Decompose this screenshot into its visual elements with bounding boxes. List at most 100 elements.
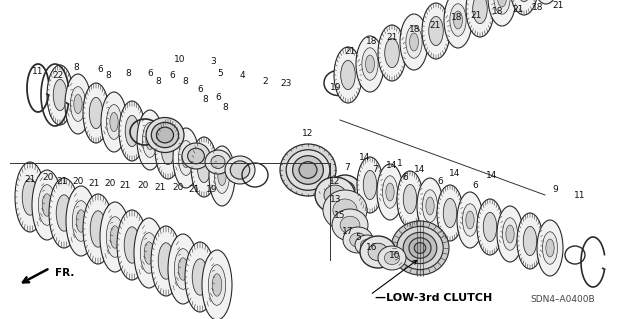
Ellipse shape	[546, 239, 554, 257]
Ellipse shape	[158, 243, 174, 279]
Ellipse shape	[383, 176, 397, 208]
Ellipse shape	[329, 175, 361, 205]
Ellipse shape	[197, 152, 211, 182]
Ellipse shape	[205, 150, 231, 174]
Ellipse shape	[400, 14, 428, 70]
Text: 14: 14	[486, 172, 498, 181]
Ellipse shape	[38, 185, 56, 225]
Ellipse shape	[360, 240, 374, 250]
Text: 18: 18	[366, 38, 378, 47]
Ellipse shape	[343, 227, 373, 253]
Ellipse shape	[110, 112, 118, 132]
Ellipse shape	[191, 137, 217, 197]
Ellipse shape	[334, 47, 362, 103]
Ellipse shape	[488, 0, 516, 26]
Ellipse shape	[422, 3, 450, 59]
Ellipse shape	[506, 225, 514, 243]
Ellipse shape	[179, 141, 193, 175]
Text: 8: 8	[105, 71, 111, 80]
Ellipse shape	[100, 202, 130, 272]
Ellipse shape	[532, 0, 560, 4]
Ellipse shape	[502, 218, 518, 250]
Text: 23: 23	[280, 78, 292, 87]
Ellipse shape	[406, 26, 422, 58]
Ellipse shape	[543, 232, 557, 264]
Ellipse shape	[391, 221, 449, 275]
Ellipse shape	[403, 184, 417, 213]
Ellipse shape	[403, 232, 437, 264]
Ellipse shape	[377, 164, 403, 220]
Ellipse shape	[365, 55, 374, 73]
Ellipse shape	[161, 133, 175, 165]
Ellipse shape	[335, 181, 355, 199]
Ellipse shape	[444, 0, 472, 48]
Ellipse shape	[225, 156, 255, 184]
Ellipse shape	[144, 242, 154, 264]
Ellipse shape	[299, 162, 317, 178]
Text: SDN4–A0400B: SDN4–A0400B	[530, 295, 595, 305]
Ellipse shape	[66, 186, 96, 256]
Ellipse shape	[106, 105, 122, 139]
Ellipse shape	[340, 216, 360, 234]
Ellipse shape	[444, 198, 457, 227]
Ellipse shape	[414, 243, 426, 253]
Text: 6: 6	[197, 85, 203, 94]
Text: 6: 6	[472, 181, 478, 189]
Ellipse shape	[146, 117, 184, 152]
Ellipse shape	[89, 97, 103, 129]
Ellipse shape	[140, 233, 157, 273]
Text: 8: 8	[155, 77, 161, 85]
Ellipse shape	[182, 148, 190, 167]
Text: 21: 21	[552, 1, 564, 10]
Ellipse shape	[182, 143, 210, 169]
Text: 8: 8	[202, 95, 208, 105]
Text: 1: 1	[397, 159, 403, 167]
Text: 21: 21	[387, 33, 397, 42]
Text: 18: 18	[409, 26, 420, 34]
Ellipse shape	[497, 206, 523, 262]
Ellipse shape	[323, 190, 367, 230]
Text: 8: 8	[73, 63, 79, 72]
Text: 20: 20	[72, 177, 84, 187]
Ellipse shape	[47, 65, 73, 125]
Ellipse shape	[292, 156, 323, 184]
Ellipse shape	[110, 226, 120, 248]
Ellipse shape	[497, 0, 506, 7]
Ellipse shape	[134, 218, 164, 288]
Ellipse shape	[494, 0, 510, 14]
Ellipse shape	[188, 148, 204, 164]
Ellipse shape	[510, 0, 538, 15]
Text: 20: 20	[104, 180, 116, 189]
Ellipse shape	[378, 246, 406, 270]
Ellipse shape	[286, 150, 330, 190]
Ellipse shape	[70, 86, 86, 122]
Ellipse shape	[417, 178, 443, 234]
Ellipse shape	[22, 179, 38, 215]
Ellipse shape	[466, 0, 494, 37]
Text: 8: 8	[222, 103, 228, 113]
Ellipse shape	[397, 226, 443, 270]
Text: 7: 7	[344, 164, 350, 173]
Ellipse shape	[212, 274, 222, 296]
Text: 10: 10	[389, 250, 401, 259]
Ellipse shape	[151, 226, 181, 296]
Text: 14: 14	[449, 168, 461, 177]
Ellipse shape	[101, 92, 127, 152]
Text: 21: 21	[56, 177, 68, 187]
Ellipse shape	[192, 259, 208, 295]
Text: 20: 20	[172, 183, 184, 192]
Text: 8: 8	[125, 69, 131, 78]
Ellipse shape	[49, 178, 79, 248]
Ellipse shape	[426, 197, 434, 215]
Ellipse shape	[143, 122, 157, 157]
Text: 15: 15	[334, 211, 346, 220]
Text: 12: 12	[330, 177, 340, 187]
Text: 20: 20	[138, 182, 148, 190]
Text: 21: 21	[154, 183, 166, 192]
Ellipse shape	[386, 183, 394, 201]
Ellipse shape	[155, 119, 181, 179]
Text: 9: 9	[552, 186, 558, 195]
Text: 10: 10	[174, 56, 186, 64]
Ellipse shape	[378, 25, 406, 81]
Ellipse shape	[333, 199, 357, 221]
